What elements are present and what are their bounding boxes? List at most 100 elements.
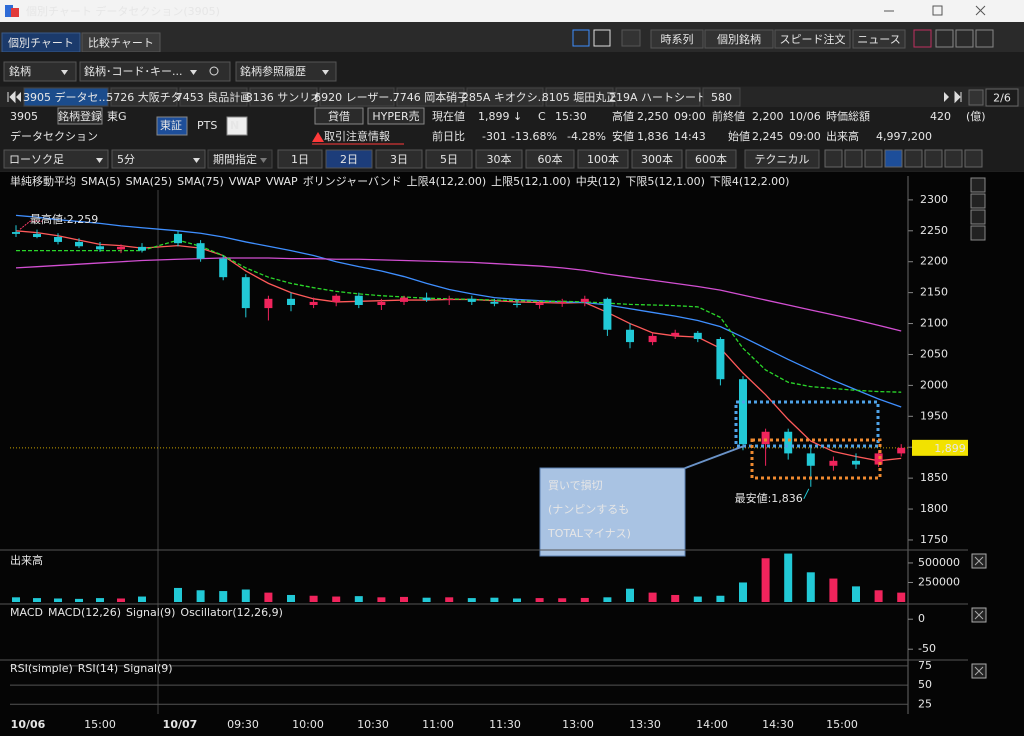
info-button[interactable] xyxy=(314,107,364,125)
period-button[interactable] xyxy=(525,149,575,169)
candle-body xyxy=(490,301,499,304)
technical-button[interactable] xyxy=(744,149,820,169)
period-button[interactable] xyxy=(425,149,473,169)
chart-tool-icon[interactable] xyxy=(884,149,903,168)
layout-icon[interactable] xyxy=(593,29,611,47)
candle-body xyxy=(580,298,589,302)
interval-select[interactable] xyxy=(111,149,206,169)
page-indicator-label: 2/6 xyxy=(993,92,1011,105)
period-button-label: 2日 xyxy=(340,153,358,166)
history-label: 銘柄参照履歴 xyxy=(240,64,306,78)
stock-tab[interactable] xyxy=(466,87,544,107)
y-tick-label: 2000 xyxy=(920,378,948,391)
legend-item: MACD(12,26) xyxy=(48,606,121,619)
tool-icon[interactable] xyxy=(955,29,974,48)
chart-tool-icon[interactable] xyxy=(864,149,883,168)
range-select[interactable] xyxy=(207,149,273,169)
top-button[interactable] xyxy=(774,29,851,49)
chart-tool-icon[interactable] xyxy=(824,149,843,168)
top-button[interactable] xyxy=(852,29,906,49)
panel-close[interactable] xyxy=(971,663,987,679)
chart-tool-icon[interactable] xyxy=(904,149,923,168)
indicator-line xyxy=(15,257,902,332)
nav-prev[interactable] xyxy=(16,92,21,102)
stock-tab[interactable] xyxy=(615,87,701,107)
range: 期間指定 xyxy=(213,152,257,166)
stock-tab[interactable] xyxy=(702,87,741,107)
top-button[interactable] xyxy=(704,29,774,49)
volume-bar xyxy=(626,588,634,602)
info-button-label: HYPER売 xyxy=(372,110,419,123)
draw-icon[interactable] xyxy=(621,29,641,47)
close-button[interactable] xyxy=(975,5,986,16)
tool-icon[interactable] xyxy=(975,29,994,48)
panel-close[interactable] xyxy=(971,607,987,623)
info-button[interactable] xyxy=(57,107,103,125)
nav-last[interactable] xyxy=(954,90,962,104)
nav-first[interactable] xyxy=(7,90,16,104)
period-button[interactable] xyxy=(577,149,629,169)
period-button[interactable] xyxy=(325,149,373,169)
chart-tool-icon[interactable] xyxy=(964,149,983,168)
side-icon[interactable] xyxy=(970,193,986,209)
candle-body xyxy=(117,246,125,250)
candle-body xyxy=(287,298,295,306)
stock-tab[interactable] xyxy=(396,87,465,107)
search-icon[interactable] xyxy=(209,66,219,76)
tool-icon[interactable] xyxy=(913,29,932,48)
volume-bar xyxy=(693,596,702,602)
period-button[interactable] xyxy=(631,149,683,169)
info-text: 時価総額 xyxy=(826,109,870,123)
period-button[interactable] xyxy=(685,149,737,169)
stock-tab-label: 580 xyxy=(711,91,732,104)
period-button[interactable] xyxy=(475,149,523,169)
candle-body xyxy=(75,241,83,247)
stock-tab[interactable] xyxy=(179,87,248,107)
stock-tab[interactable] xyxy=(545,87,614,107)
side-icon[interactable] xyxy=(970,209,986,225)
period-button[interactable] xyxy=(375,149,423,169)
stock-tab-label: 3905 データセ... xyxy=(23,90,109,104)
side-icon[interactable] xyxy=(970,177,986,193)
volume-bar xyxy=(400,596,408,602)
chart-tool-icon[interactable] xyxy=(924,149,943,168)
stock-tab[interactable] xyxy=(319,87,395,107)
candle-body xyxy=(671,332,680,336)
legend-item: Signal(9) xyxy=(123,662,172,675)
stock-tab[interactable] xyxy=(23,87,109,107)
chart-tool-icon[interactable] xyxy=(844,149,863,168)
symbol-input[interactable] xyxy=(79,61,231,82)
top-button[interactable] xyxy=(650,29,704,49)
layout-icon[interactable] xyxy=(572,29,590,47)
dropdown-arrow xyxy=(260,158,267,163)
stock-tab[interactable] xyxy=(249,87,318,107)
nav-next[interactable] xyxy=(944,92,949,102)
maximize-button[interactable] xyxy=(932,5,943,16)
info-badge xyxy=(156,116,188,136)
info-text: 高値 xyxy=(612,109,634,123)
top-button-label: 個別銘柄 xyxy=(717,32,761,46)
candle-body xyxy=(897,447,906,454)
nav-back[interactable] xyxy=(968,89,984,106)
callout-pointer xyxy=(679,445,745,471)
history-button[interactable] xyxy=(235,61,337,82)
info-text: (億) xyxy=(966,110,986,123)
top-button-label: 時系列 xyxy=(661,32,694,46)
chart-type: ローソク足 xyxy=(9,153,64,166)
symbol-select[interactable] xyxy=(3,61,77,82)
side-icon[interactable] xyxy=(970,225,986,241)
info-button[interactable] xyxy=(367,107,425,125)
y-tick-label: 2300 xyxy=(920,193,948,206)
period-button[interactable] xyxy=(277,149,323,169)
stock-tab[interactable] xyxy=(110,87,178,107)
high-pointer xyxy=(19,220,42,230)
candle-body xyxy=(761,431,770,445)
candle-body xyxy=(829,460,838,466)
chart-type-select[interactable] xyxy=(3,149,109,169)
y-tick-label: 1800 xyxy=(920,502,948,515)
panel-close[interactable] xyxy=(971,553,987,569)
page-indicator[interactable] xyxy=(985,88,1019,107)
chart-tool-icon[interactable] xyxy=(944,149,963,168)
tool-icon[interactable] xyxy=(935,29,954,48)
